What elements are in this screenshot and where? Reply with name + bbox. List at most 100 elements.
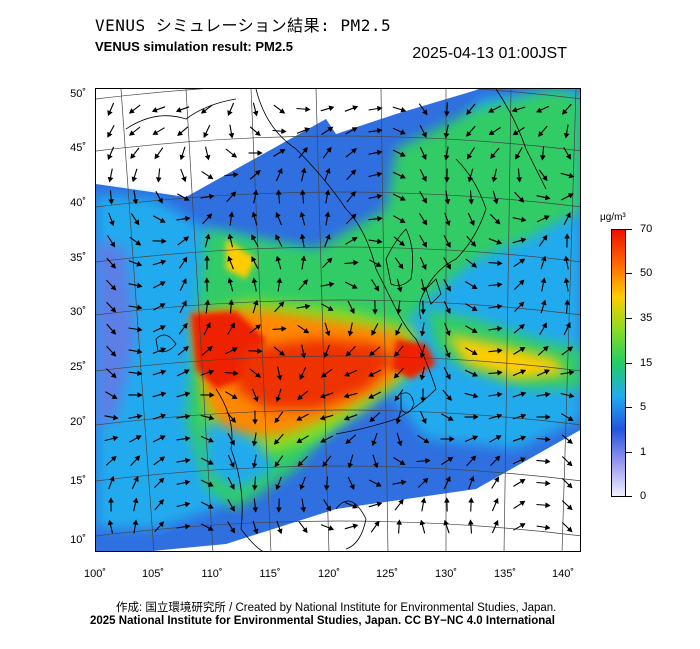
wind-arrow-head (157, 197, 163, 204)
timestamp: 2025-04-13 01:00JST (412, 45, 567, 62)
wind-arrow-head (107, 519, 114, 526)
wind-arrow-head (279, 108, 286, 114)
wind-arrow-head (395, 418, 402, 425)
wind-arrow-head (251, 462, 258, 469)
wind-arrow-head (375, 261, 382, 267)
wind-arrow-head (160, 413, 167, 419)
wind-arrow-head (107, 176, 114, 183)
wind-arrow-head (108, 199, 115, 205)
wind-arrow-head (377, 238, 383, 245)
wind-arrow-head (473, 414, 479, 420)
lat-label: 10˚ (70, 534, 86, 546)
wind-arrow-head (326, 257, 333, 264)
wind-arrow-head (137, 370, 143, 377)
wind-arrow-head (493, 519, 499, 526)
wind-arrow-head (351, 148, 358, 154)
wind-arrow-head (160, 391, 167, 398)
wind-arrow-head (209, 392, 215, 398)
wind-arrow-head (542, 234, 548, 241)
wind-arrow-head (279, 149, 286, 155)
lat-label: 30˚ (70, 306, 86, 318)
wind-arrow-head (496, 413, 503, 419)
wind-vectors (104, 102, 575, 535)
wind-arrow-head (257, 150, 263, 156)
wind-arrow-head (182, 256, 188, 263)
wind-arrow-head (511, 107, 518, 113)
wind-arrow-head (540, 299, 547, 306)
wind-arrow-head (159, 435, 166, 441)
colorbar-tick (626, 407, 632, 408)
colorbar-label: 0 (640, 490, 647, 502)
wind-arrow-head (544, 194, 551, 201)
wind-arrow-head (132, 519, 139, 525)
wind-arrow-head (520, 369, 527, 375)
wind-arrow-head (204, 277, 210, 283)
wind-arrow-head (110, 306, 117, 313)
wind-arrow-head (420, 397, 426, 403)
wind-arrow-head (368, 371, 375, 377)
wind-arrow-head (251, 256, 257, 263)
wind-arrow-head (445, 373, 451, 380)
wind-arrow-head (497, 369, 503, 376)
concentration-field (96, 89, 580, 551)
wind-arrow-head (421, 219, 428, 226)
wind-arrow-head (469, 475, 475, 482)
lon-label: 130˚ (434, 568, 458, 580)
wind-arrow-head (109, 220, 115, 227)
wind-arrow-head (128, 108, 135, 114)
wind-arrow-head (564, 233, 570, 239)
lon-label: 105˚ (141, 568, 165, 580)
wind-arrow-head (207, 459, 214, 465)
wind-arrow-head (400, 129, 406, 135)
graticule (96, 89, 580, 551)
wind-arrow-head (444, 198, 451, 205)
wind-arrow-head (204, 299, 211, 305)
wind-arrow-head (520, 457, 526, 463)
wind-arrow-head (299, 211, 306, 218)
wind-arrow-head (564, 299, 570, 305)
wind-arrow-head (368, 393, 375, 399)
wind-arrow-head (520, 237, 527, 244)
wind-arrow-head (276, 507, 282, 513)
wind-arrow-head (567, 346, 574, 352)
wind-arrow-head (466, 153, 473, 160)
wind-arrow-head (320, 372, 327, 378)
wind-arrow-head (518, 279, 525, 286)
wind-arrow-head (159, 217, 166, 223)
wind-arrow-head (184, 457, 191, 464)
wind-arrow-head (397, 263, 404, 270)
wind-arrow-head (328, 281, 335, 288)
colorbar-label: 1 (640, 446, 647, 458)
wind-arrow-head (183, 236, 190, 242)
wind-arrow-head (228, 299, 234, 305)
wind-arrow-head (299, 484, 305, 491)
credit-text: 作成: 国立環境研究所 / Created by National Instit… (116, 602, 557, 614)
wind-arrow-head (300, 167, 307, 174)
wind-arrow-head (179, 154, 185, 161)
wind-arrow-head (233, 370, 239, 376)
wind-arrow-head (205, 322, 211, 329)
wind-arrow-head (151, 107, 158, 113)
wind-arrow-head (444, 111, 450, 117)
wind-arrow-head (305, 106, 311, 112)
wind-arrow-head (255, 324, 262, 330)
lat-label: 50˚ (70, 88, 86, 100)
wind-arrow-head (132, 199, 139, 205)
wind-arrow-head (497, 260, 503, 266)
wind-arrow-head (277, 167, 283, 174)
wind-arrow-head (421, 264, 427, 270)
lon-label: 140˚ (551, 568, 575, 580)
wind-arrow-head (568, 369, 575, 376)
wind-arrow-head (443, 132, 450, 139)
wind-arrow-head (322, 461, 328, 467)
wind-arrow-head (302, 527, 308, 534)
wind-arrow-head (492, 198, 499, 205)
wind-arrow-head (137, 304, 143, 311)
wind-arrow-head (566, 460, 573, 467)
wind-arrow-head (251, 277, 258, 284)
wind-arrow-head (350, 213, 357, 220)
wind-arrow-head (303, 328, 310, 334)
wind-arrow-head (343, 415, 350, 421)
lon-label: 100˚ (83, 568, 107, 580)
wind-arrow-head (227, 110, 233, 117)
